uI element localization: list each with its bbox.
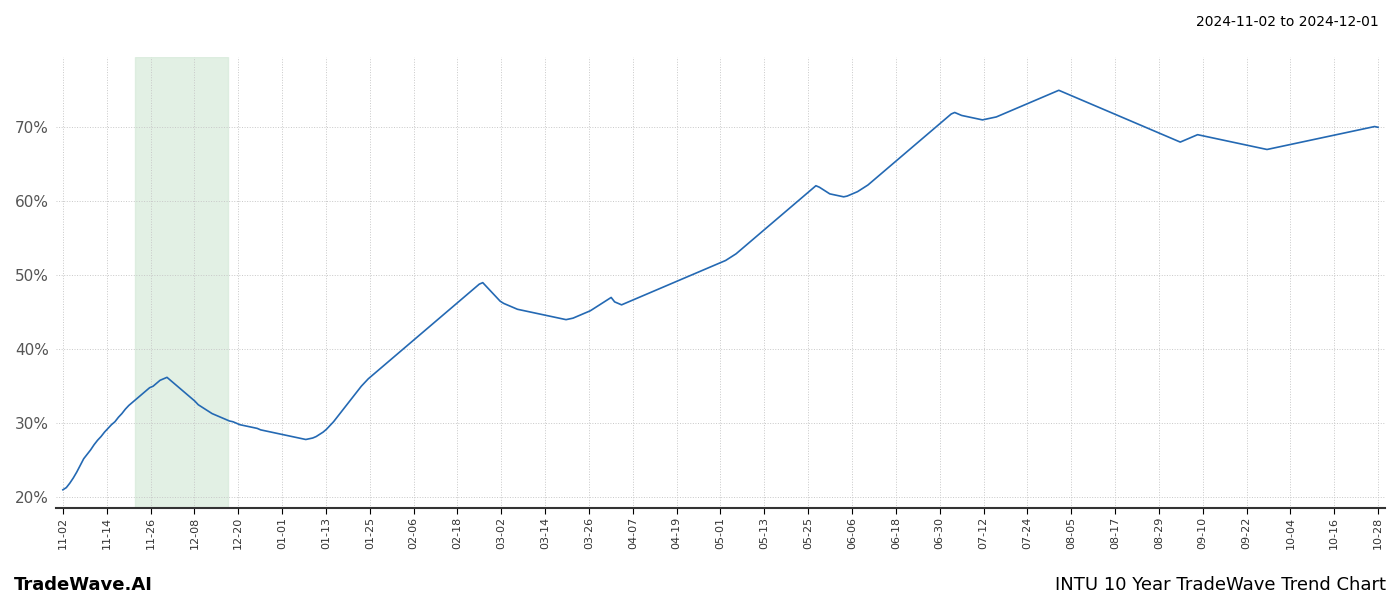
Text: TradeWave.AI: TradeWave.AI	[14, 576, 153, 594]
Text: INTU 10 Year TradeWave Trend Chart: INTU 10 Year TradeWave Trend Chart	[1056, 576, 1386, 594]
Bar	[136, 57, 228, 508]
Text: 2024-11-02 to 2024-12-01: 2024-11-02 to 2024-12-01	[1196, 15, 1379, 29]
